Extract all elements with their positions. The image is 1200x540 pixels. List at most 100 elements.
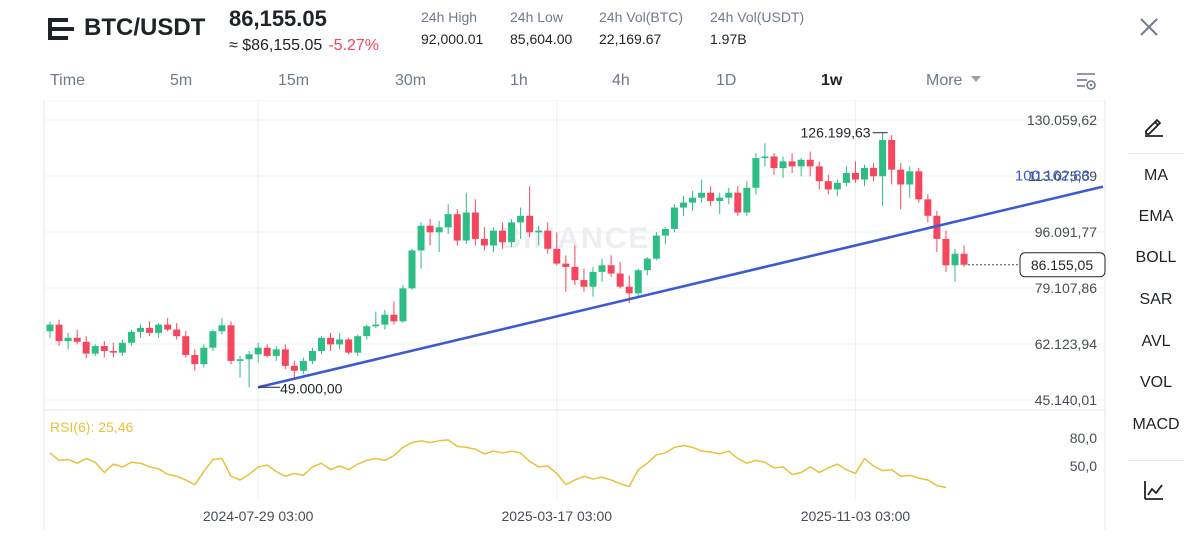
indicator-avl[interactable]: AVL bbox=[1141, 333, 1171, 350]
candle-body bbox=[417, 225, 425, 251]
candle-body bbox=[55, 324, 63, 342]
indicator-boll[interactable]: BOLL bbox=[1135, 249, 1177, 266]
candle-body bbox=[906, 171, 914, 185]
candle-body bbox=[318, 337, 325, 352]
candle-body bbox=[960, 253, 968, 265]
candle-body bbox=[164, 324, 172, 330]
price-change: -5.27% bbox=[328, 37, 380, 54]
candle-body bbox=[553, 248, 561, 264]
indicator-panel: MA EMA BOLL SAR AVL VOL MACD bbox=[1128, 100, 1184, 530]
trendline-value-label: 100.162,83 bbox=[1015, 168, 1090, 185]
candle-body bbox=[390, 314, 398, 322]
indicator-ma[interactable]: MA bbox=[1144, 167, 1168, 184]
candle-body bbox=[770, 156, 778, 169]
candle-body bbox=[942, 238, 950, 266]
tab-time[interactable]: Time bbox=[50, 72, 85, 89]
candle-body bbox=[861, 168, 868, 180]
candle-body bbox=[879, 139, 887, 177]
candle-body bbox=[535, 230, 543, 233]
candlestick-chart[interactable]: 130.059,62 113.075,69 96.091,77 79.107,86 62… bbox=[0, 100, 1110, 530]
pencil-icon[interactable] bbox=[1142, 114, 1166, 138]
tab-15m[interactable]: 15m bbox=[278, 72, 310, 89]
candle-body bbox=[100, 346, 108, 352]
time-axis-label: 2024-07-29 03:00 bbox=[203, 508, 314, 524]
candle-body bbox=[290, 365, 298, 371]
candle-body bbox=[399, 288, 407, 322]
candle-body bbox=[797, 159, 805, 167]
stat-value: 1.97B bbox=[710, 31, 747, 47]
candle-body bbox=[146, 327, 154, 333]
watermark-text: BINANCE bbox=[500, 222, 651, 255]
indicator-macd[interactable]: MACD bbox=[1132, 416, 1180, 433]
candle-body bbox=[842, 172, 850, 183]
tab-more[interactable]: More bbox=[926, 72, 982, 90]
more-label: More bbox=[926, 72, 963, 89]
ticker-header: BTC/USDT 86,155.05 ≈ $86,155.05 -5.27% 24… bbox=[0, 0, 1200, 62]
indicator-vol[interactable]: VOL bbox=[1139, 374, 1172, 391]
rsi-tick-label: 50,0 bbox=[1070, 458, 1097, 474]
close-icon[interactable] bbox=[1137, 15, 1161, 39]
candle-body bbox=[725, 192, 733, 198]
candle-body bbox=[888, 139, 896, 170]
trend-line bbox=[257, 185, 1104, 389]
candle-body bbox=[761, 156, 769, 159]
stat-24h-vol-usdt: 24h Vol(USDT) 1.97B bbox=[710, 9, 804, 47]
current-price-tag bbox=[1019, 252, 1106, 278]
candle-body bbox=[227, 325, 235, 361]
triangle-down-icon bbox=[970, 76, 981, 82]
candle-body bbox=[480, 238, 488, 246]
candle-body bbox=[46, 324, 54, 332]
time-axis-label: 2025-03-17 03:00 bbox=[502, 508, 613, 524]
stat-value: 85,604.00 bbox=[510, 31, 573, 47]
panel-divider bbox=[1128, 460, 1184, 461]
candle-body bbox=[245, 354, 253, 360]
candle-body bbox=[408, 250, 416, 289]
stat-24h-high: 24h High 92,000.01 bbox=[421, 9, 483, 47]
candle-body bbox=[218, 325, 226, 332]
candle-body bbox=[752, 158, 760, 188]
price-tick-label: 45.140,01 bbox=[1035, 392, 1097, 408]
candle-body bbox=[698, 192, 706, 198]
kline-chart[interactable]: 130.059,62 113.075,69 96.091,77 79.107,86 62… bbox=[0, 100, 1110, 530]
tab-30m[interactable]: 30m bbox=[395, 72, 427, 89]
indicator-ema[interactable]: EMA bbox=[1138, 208, 1174, 225]
candle-body bbox=[91, 346, 99, 354]
candle-body bbox=[299, 360, 307, 371]
candle-body bbox=[263, 347, 271, 356]
candle-body bbox=[254, 347, 262, 355]
candle-body bbox=[824, 181, 832, 190]
candle-body bbox=[236, 359, 244, 361]
candle-body bbox=[372, 324, 380, 327]
candle-body bbox=[544, 230, 552, 249]
price-tick-label: 79.107,86 bbox=[1035, 280, 1097, 296]
candle-body bbox=[670, 207, 678, 230]
chart-type-icon[interactable] bbox=[1142, 478, 1166, 502]
low-price-label: 49.000,00 bbox=[280, 380, 342, 396]
candle-body bbox=[924, 199, 932, 216]
candle-body bbox=[580, 280, 588, 287]
price-tick-label: 130.059,62 bbox=[1027, 112, 1097, 128]
candle-body bbox=[788, 161, 796, 167]
current-price-label: 86.155,05 bbox=[1031, 257, 1093, 273]
tab-5m[interactable]: 5m bbox=[170, 72, 193, 89]
price-tick-label: 62.123,94 bbox=[1035, 336, 1097, 352]
tab-1h[interactable]: 1h bbox=[510, 72, 528, 89]
tab-1d[interactable]: 1D bbox=[716, 72, 737, 89]
candle-body bbox=[462, 212, 470, 241]
stat-label: 24h Vol(BTC) bbox=[599, 9, 684, 25]
candle-body bbox=[109, 351, 117, 353]
indicator-sar[interactable]: SAR bbox=[1139, 291, 1173, 308]
tab-4h[interactable]: 4h bbox=[612, 72, 630, 89]
last-price: 86,155.05 bbox=[229, 6, 327, 31]
candle-body bbox=[173, 329, 181, 337]
candle-body bbox=[209, 331, 217, 348]
candle-body bbox=[137, 327, 144, 332]
candle-body bbox=[951, 253, 959, 266]
candle-body bbox=[607, 265, 615, 274]
tab-1w[interactable]: 1w bbox=[821, 72, 843, 89]
candle-body bbox=[327, 337, 335, 345]
chart-settings-icon[interactable] bbox=[1075, 70, 1097, 92]
candle-body bbox=[815, 166, 823, 182]
candle-body bbox=[526, 215, 534, 233]
rsi-label: RSI(6): 25,46 bbox=[50, 419, 133, 435]
